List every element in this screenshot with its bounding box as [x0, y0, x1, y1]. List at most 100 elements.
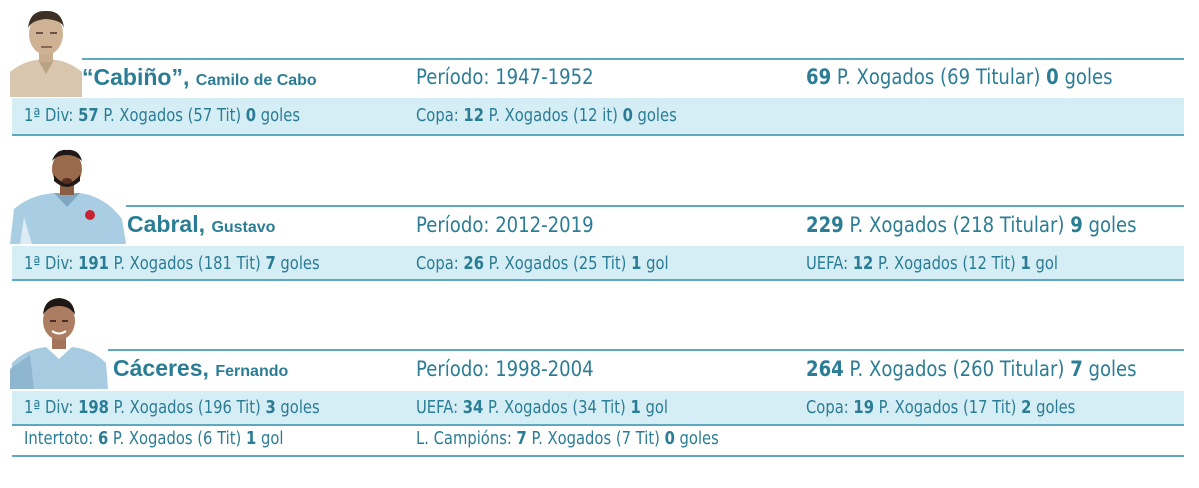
stat-goals: 1 [631, 253, 642, 274]
total-goals: 7 [1070, 357, 1083, 381]
stat-matches-label: P. Xogados (34 Tit) [483, 397, 631, 418]
stat-matches: 12 [852, 253, 874, 274]
player-photo-vintage [10, 2, 82, 97]
stat-goals-label: goles [674, 428, 719, 449]
stat-matches: 26 [463, 253, 484, 274]
player-given-name: Gustavo [211, 219, 276, 236]
stat-goals-label: goles [275, 253, 320, 274]
divider-line [12, 134, 1184, 136]
total-matches: 69 [806, 65, 832, 89]
stat-matches: 7 [516, 428, 527, 449]
player-photo-celta-shirt [10, 293, 108, 389]
stat-uefa: UEFA: 12 P. Xogados (12 Tit) 1 gol [806, 253, 1058, 274]
stat-label: UEFA: [416, 397, 463, 418]
stat-uefa: UEFA: 34 P. Xogados (34 Tit) 1 gol [416, 397, 668, 418]
stat-matches: 6 [97, 428, 109, 449]
stats-band [12, 98, 1184, 134]
divider-line [12, 349, 1184, 351]
total-matches-label: P. Xogados (218 Titular) [843, 213, 1071, 237]
stat-label: Copa: [806, 397, 854, 418]
stat-liga: 1ª Div: 57 P. Xogados (57 Tit) 0 goles [24, 105, 300, 126]
career-total: 264 P. Xogados (260 Titular) 7 goles [806, 357, 1137, 381]
divider-line [12, 455, 1184, 457]
career-total: 69 P. Xogados (69 Titular) 0 goles [806, 65, 1113, 89]
stat-goals: 2 [1021, 397, 1032, 418]
stat-goals-label: gol [640, 397, 668, 418]
player-surname: Cabral, [127, 211, 205, 237]
player-photo-cabino [10, 2, 82, 97]
total-matches: 229 [806, 213, 844, 237]
player-photo-celta-shirt [10, 147, 126, 244]
stat-matches: 57 [78, 105, 99, 126]
divider-line [12, 205, 1184, 207]
stat-copa: Copa: 19 P. Xogados (17 Tit) 2 goles [806, 397, 1075, 418]
stat-goals-label: goles [632, 105, 677, 126]
stat-label: Copa: [416, 105, 464, 126]
stats-band [12, 246, 1184, 280]
player-name: “Cabiño”, Camilo de Cabo [82, 64, 317, 91]
stat-matches: 198 [78, 397, 109, 418]
divider-line [12, 58, 1184, 60]
period: Período: 2012-2019 [416, 213, 594, 237]
total-matches-label: P. Xogados (260 Titular) [843, 357, 1071, 381]
stat-goals: 0 [245, 105, 257, 126]
stat-goals-label: gol [1030, 253, 1058, 274]
player-surname: Cáceres, [113, 355, 209, 381]
player-given-name: Fernando [215, 363, 289, 380]
stat-label: Copa: [416, 253, 464, 274]
stat-goals: 3 [265, 397, 276, 418]
stat-label: 1ª Div: [24, 253, 79, 274]
stat-matches-label: P. Xogados (25 Tit) [483, 253, 632, 274]
stat-matches-label: P. Xogados (17 Tit) [873, 397, 1022, 418]
stat-matches-label: P. Xogados (196 Tit) [108, 397, 266, 418]
stat-goals-label: goles [275, 397, 320, 418]
player-photo-caceres [10, 293, 108, 389]
stat-matches-label: P. Xogados (6 Tit) [108, 428, 246, 449]
player-name: Cáceres, Fernando [113, 355, 288, 382]
stat-goals: 0 [664, 428, 675, 449]
stat-matches-label: P. Xogados (7 Tit) [526, 428, 665, 449]
stat-label: 1ª Div: [24, 105, 79, 126]
stat-goals: 7 [265, 253, 276, 274]
stat-goals-label: gol [641, 253, 669, 274]
stat-goals: 1 [245, 428, 257, 449]
stat-champions-league: L. Campións: 7 P. Xogados (7 Tit) 0 gole… [416, 428, 719, 449]
stat-goals-label: gol [256, 428, 284, 449]
stat-liga: 1ª Div: 191 P. Xogados (181 Tit) 7 goles [24, 253, 320, 274]
stat-goals-label: goles [1031, 397, 1076, 418]
stat-label: Intertoto: [24, 428, 98, 449]
player-name: Cabral, Gustavo [127, 211, 275, 238]
total-goals-label: goles [1058, 65, 1113, 89]
period: Período: 1947-1952 [416, 65, 594, 89]
stat-goals: 1 [630, 397, 641, 418]
divider-line [12, 424, 1184, 426]
total-matches: 264 [806, 357, 844, 381]
stat-intertoto: Intertoto: 6 P. Xogados (6 Tit) 1 gol [24, 428, 283, 449]
player-photo-cabral [10, 147, 126, 244]
career-total: 229 P. Xogados (218 Titular) 9 goles [806, 213, 1137, 237]
stat-copa: Copa: 26 P. Xogados (25 Tit) 1 gol [416, 253, 669, 274]
divider-line [12, 279, 1184, 281]
stat-label: UEFA: [806, 253, 853, 274]
total-matches-label: P. Xogados (69 Titular) [831, 65, 1047, 89]
stat-matches-label: P. Xogados (12 Tit) [873, 253, 1021, 274]
total-goals-label: goles [1082, 213, 1137, 237]
stat-label: 1ª Div: [24, 397, 79, 418]
stat-matches-label: P. Xogados (181 Tit) [108, 253, 266, 274]
player-given-name: Camilo de Cabo [195, 72, 317, 89]
stat-goals: 0 [622, 105, 633, 126]
stat-matches-label: P. Xogados (57 Tit) [98, 105, 246, 126]
stat-label: L. Campións: [416, 428, 517, 449]
stat-copa: Copa: 12 P. Xogados (12 it) 0 goles [416, 105, 677, 126]
total-goals: 9 [1070, 213, 1083, 237]
period: Período: 1998-2004 [416, 357, 594, 381]
total-goals: 0 [1046, 65, 1059, 89]
total-goals-label: goles [1082, 357, 1137, 381]
stat-matches-label: P. Xogados (12 it) [483, 105, 623, 126]
stat-goals-label: goles [256, 105, 301, 126]
stats-band [12, 391, 1184, 425]
stat-liga: 1ª Div: 198 P. Xogados (196 Tit) 3 goles [24, 397, 320, 418]
player-surname: “Cabiño”, [82, 64, 190, 90]
stat-matches: 34 [462, 397, 484, 418]
